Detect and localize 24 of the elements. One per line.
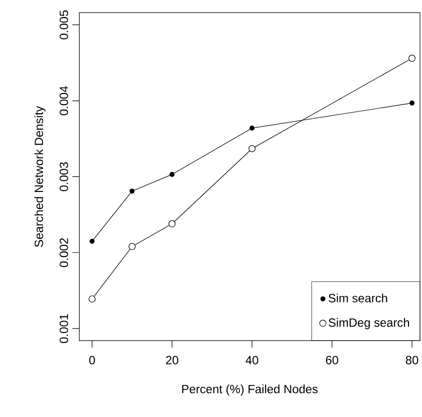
point	[170, 172, 175, 177]
point	[90, 238, 95, 244]
point	[88, 295, 96, 302]
x-tick-label: 60	[326, 356, 338, 364]
legend-label: Sim search	[328, 294, 388, 302]
x-tick-label: 80	[406, 356, 418, 364]
point	[410, 100, 415, 106]
x-tick-label: 20	[166, 356, 178, 364]
point	[250, 126, 255, 131]
point	[408, 54, 416, 62]
x-axis-title: Percent (%) Failed Nodes	[182, 384, 318, 396]
y-tick-label: 0.005	[60, 10, 68, 40]
x-tick-label: 40	[246, 356, 258, 364]
y-tick-label: 0.002	[60, 238, 68, 268]
y-tick-label: 0.003	[60, 162, 68, 192]
point	[128, 243, 136, 250]
y-tick-label: 0.001	[60, 314, 68, 344]
point	[168, 220, 176, 228]
y-axis-title: Searched Network Density	[34, 106, 46, 247]
legend-label: SimDeg search	[328, 318, 410, 330]
y-tick-label: 0.004	[60, 86, 68, 116]
x-tick-label: 0	[89, 356, 95, 364]
point	[130, 188, 135, 194]
point	[248, 145, 256, 152]
